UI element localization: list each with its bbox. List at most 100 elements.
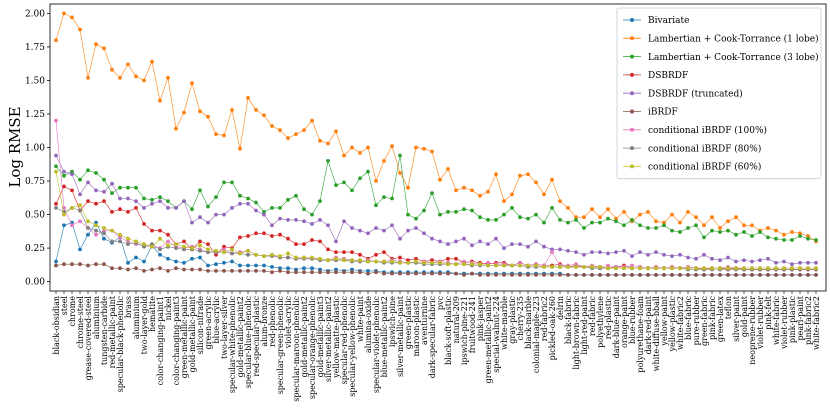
series-8 xyxy=(54,169,818,271)
data-point xyxy=(558,218,562,222)
y-tick-label: 0.75 xyxy=(25,177,45,187)
legend-label: Lambertian + Cook-Torrance (3 lobe) xyxy=(648,52,819,63)
data-point xyxy=(662,266,666,271)
data-point xyxy=(574,262,578,267)
data-point xyxy=(478,193,482,198)
data-point xyxy=(406,258,410,263)
x-tick-label: gold-metallic-paint2 xyxy=(300,296,309,377)
data-point xyxy=(430,236,434,241)
x-tick-label: specular-yellow-phenolic xyxy=(348,295,357,396)
data-point xyxy=(358,151,362,155)
data-point xyxy=(398,255,402,260)
data-point xyxy=(670,254,674,258)
data-point xyxy=(790,238,794,242)
data-point xyxy=(766,226,770,230)
data-point xyxy=(350,270,354,275)
x-tick-label: white-fabric2 xyxy=(812,296,821,350)
data-point xyxy=(230,247,234,252)
data-point xyxy=(662,252,666,257)
data-point xyxy=(790,266,794,271)
data-point xyxy=(54,263,58,268)
data-point xyxy=(534,180,538,185)
x-tick-label: nickel xyxy=(164,296,173,321)
data-point xyxy=(590,207,594,212)
data-point xyxy=(254,200,258,205)
legend-item: DSBRDF xyxy=(623,71,688,81)
data-point xyxy=(422,208,426,213)
legend-item: conditional iBRDF (60%) xyxy=(623,162,761,173)
data-point xyxy=(542,220,546,225)
data-point xyxy=(302,242,306,247)
data-point xyxy=(662,223,666,228)
data-point xyxy=(246,96,250,100)
data-point xyxy=(78,208,82,213)
data-point xyxy=(574,215,578,220)
legend-item: conditional iBRDF (80%) xyxy=(623,143,761,154)
data-point xyxy=(582,226,586,230)
x-tick-label: pure-rubber xyxy=(692,296,701,345)
data-point xyxy=(782,259,786,264)
legend-label: iBRDF xyxy=(648,108,678,118)
data-point xyxy=(534,273,538,277)
x-tick-label: dark-specular-fabric xyxy=(428,295,437,378)
data-point xyxy=(270,234,274,238)
data-point xyxy=(150,59,154,64)
data-point xyxy=(398,171,402,175)
data-point xyxy=(254,269,258,273)
data-point xyxy=(638,212,642,217)
data-point xyxy=(406,212,410,217)
data-point xyxy=(478,215,482,220)
data-point xyxy=(310,118,314,123)
data-point xyxy=(718,226,722,230)
data-point xyxy=(78,177,82,182)
data-point xyxy=(110,67,114,72)
data-point xyxy=(326,258,330,263)
data-point xyxy=(614,266,618,271)
data-point xyxy=(174,206,178,210)
data-point xyxy=(110,181,114,186)
data-point xyxy=(598,215,602,220)
data-point xyxy=(246,234,250,238)
data-point xyxy=(102,189,106,194)
data-point xyxy=(238,235,242,240)
data-point xyxy=(206,250,210,255)
data-point xyxy=(486,242,490,247)
data-point xyxy=(422,271,426,276)
data-point xyxy=(574,250,578,255)
data-point xyxy=(342,258,346,263)
data-point xyxy=(214,195,218,200)
data-point xyxy=(718,273,722,277)
x-tick-label: red-phenolic xyxy=(268,295,277,346)
data-point xyxy=(318,138,322,143)
data-point xyxy=(166,269,170,273)
data-point xyxy=(86,263,90,268)
y-tick-label: 1.75 xyxy=(25,43,45,53)
series-layer xyxy=(54,11,818,277)
x-axis: black-obsidian steel chrome chrome-steel gre… xyxy=(52,291,821,402)
data-point xyxy=(206,269,210,273)
data-point xyxy=(470,208,474,213)
x-tick-label: dark-red-paint xyxy=(644,295,653,354)
data-point xyxy=(470,243,474,248)
data-point xyxy=(174,242,178,247)
data-point xyxy=(214,269,218,273)
data-point xyxy=(350,267,354,272)
data-point xyxy=(478,239,482,244)
legend-swatch-marker xyxy=(630,72,634,77)
data-point xyxy=(286,270,290,275)
data-point xyxy=(182,260,186,265)
data-point xyxy=(518,263,522,268)
data-point xyxy=(182,110,186,115)
data-point xyxy=(718,258,722,263)
x-tick-label: specular-maroon-phenolic xyxy=(292,295,301,401)
data-point xyxy=(630,254,634,258)
x-tick-label: silver-paint xyxy=(732,295,741,342)
x-tick-label: blue-acrylic xyxy=(212,295,221,343)
data-point xyxy=(502,263,506,268)
data-point xyxy=(382,159,386,163)
data-point xyxy=(750,273,754,277)
data-point xyxy=(534,239,538,244)
x-tick-label: specular-black-phenolic xyxy=(116,295,125,392)
data-point xyxy=(358,258,362,263)
